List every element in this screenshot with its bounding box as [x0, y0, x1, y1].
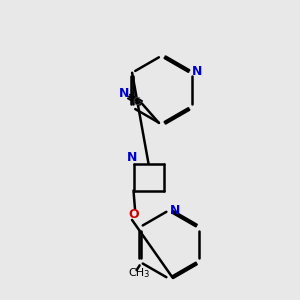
- Text: N: N: [127, 151, 137, 164]
- Text: 3: 3: [143, 271, 149, 280]
- Text: O: O: [128, 208, 139, 221]
- Text: CH: CH: [129, 268, 145, 278]
- Text: N: N: [192, 65, 202, 78]
- Text: C: C: [133, 97, 140, 107]
- Text: N: N: [170, 203, 180, 217]
- Text: N: N: [119, 87, 129, 100]
